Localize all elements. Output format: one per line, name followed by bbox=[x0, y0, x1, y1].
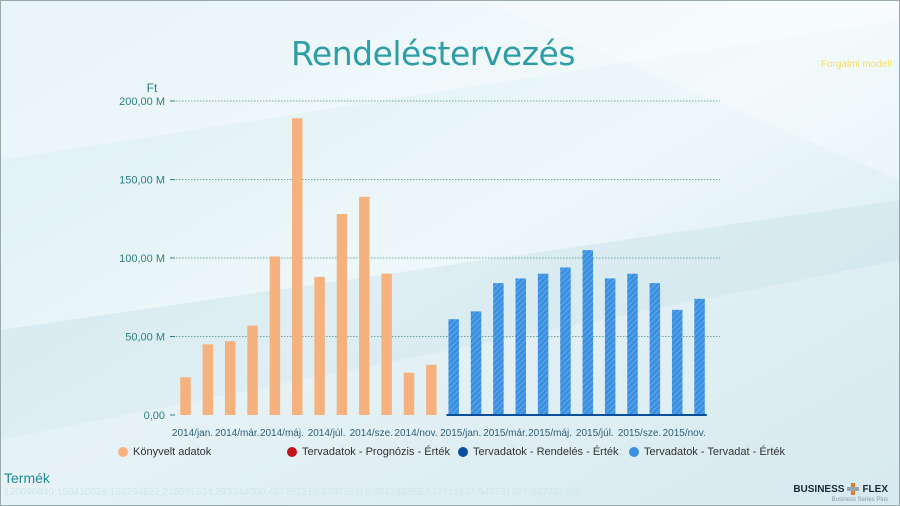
legend-item-plan[interactable]: Tervadatok - Tervadat - Érték bbox=[629, 446, 785, 458]
bar-booked[interactable] bbox=[426, 364, 437, 415]
bar-booked[interactable] bbox=[180, 377, 191, 415]
logo-right-text: FLEX bbox=[862, 483, 888, 495]
legend-label-booked: Könyvelt adatok bbox=[133, 446, 212, 458]
legend-label-order: Tervadatok - Rendelés - Érték bbox=[473, 446, 619, 458]
bar-plan[interactable] bbox=[560, 267, 571, 415]
legend-item-forecast[interactable]: Tervadatok - Prognózis - Érték bbox=[287, 446, 450, 458]
y-axis-label: Ft bbox=[147, 81, 158, 95]
bar-plan[interactable] bbox=[448, 319, 459, 415]
x-tick-label: 2014/már. bbox=[215, 428, 259, 439]
bar-booked[interactable] bbox=[269, 256, 281, 415]
bar-plan[interactable] bbox=[537, 273, 549, 415]
bar-booked[interactable] bbox=[224, 341, 236, 415]
y-tick-label: 200,00 M bbox=[119, 96, 165, 108]
x-tick-label: 2014/júl. bbox=[308, 428, 346, 439]
x-tick-label: 2014/nov. bbox=[394, 428, 437, 439]
legend-dot-order-icon bbox=[458, 447, 468, 457]
legend-dot-booked-icon bbox=[118, 447, 128, 457]
bar-booked[interactable] bbox=[292, 118, 303, 416]
x-tick-label: 2014/máj. bbox=[260, 428, 304, 439]
x-tick-label: 2015/nov. bbox=[663, 428, 706, 439]
x-tick-label: 2015/jan. bbox=[440, 428, 481, 439]
x-tick-label: 2015/sze. bbox=[618, 428, 661, 439]
legend-dot-plan-icon bbox=[629, 447, 639, 457]
bar-plan[interactable] bbox=[493, 283, 504, 415]
bar-plan[interactable] bbox=[470, 311, 482, 415]
x-tick-label: 2014/sze. bbox=[350, 428, 393, 439]
legend-label-forecast: Tervadatok - Prognózis - Érték bbox=[302, 446, 450, 458]
bar-plan[interactable] bbox=[649, 283, 661, 415]
x-tick-label: 2015/máj. bbox=[528, 428, 572, 439]
legend-item-booked[interactable]: Könyvelt adatok bbox=[118, 446, 211, 458]
product-filter-values[interactable]: 120090849;150410026;186294822;218591834;… bbox=[4, 487, 581, 498]
page-title: Rendeléstervezés bbox=[290, 34, 576, 73]
x-tick-label: 2014/jan. bbox=[172, 428, 213, 439]
bar-booked[interactable] bbox=[314, 276, 325, 415]
logo-plus-icon bbox=[847, 483, 860, 495]
x-tick-label: 2015/júl. bbox=[576, 428, 614, 439]
bar-plan[interactable] bbox=[604, 278, 616, 415]
bar-plan[interactable] bbox=[515, 278, 527, 415]
y-tick-label: 50,00 M bbox=[125, 332, 165, 344]
legend-label-plan: Tervadatok - Tervadat - Érték bbox=[644, 446, 786, 458]
bar-plan[interactable] bbox=[582, 250, 594, 415]
legend-dot-forecast-icon bbox=[287, 447, 297, 457]
y-tick-label: 150,00 M bbox=[119, 175, 165, 187]
bar-plan[interactable] bbox=[694, 298, 705, 415]
bar-booked[interactable] bbox=[403, 372, 415, 415]
bar-plan[interactable] bbox=[671, 309, 683, 415]
y-tick-label: 0,00 bbox=[144, 410, 165, 422]
x-tick-label: 2015/már. bbox=[483, 428, 527, 439]
model-link[interactable]: Forgalmi modell bbox=[820, 59, 892, 70]
bar-booked[interactable] bbox=[359, 196, 370, 415]
product-filter-label: Termék bbox=[4, 470, 50, 486]
y-tick-label: 100,00 M bbox=[119, 253, 165, 265]
logo: BUSINESS FLEX bbox=[793, 483, 888, 495]
logo-left-text: BUSINESS bbox=[793, 483, 845, 495]
bar-booked[interactable] bbox=[202, 344, 214, 415]
bar-booked[interactable] bbox=[381, 273, 392, 415]
logo-subtitle: Business Series Plus bbox=[831, 497, 888, 503]
legend-item-order[interactable]: Tervadatok - Rendelés - Érték bbox=[458, 446, 619, 458]
bar-plan[interactable] bbox=[627, 273, 638, 415]
bar-booked[interactable] bbox=[247, 325, 258, 415]
bar-booked[interactable] bbox=[336, 214, 348, 415]
